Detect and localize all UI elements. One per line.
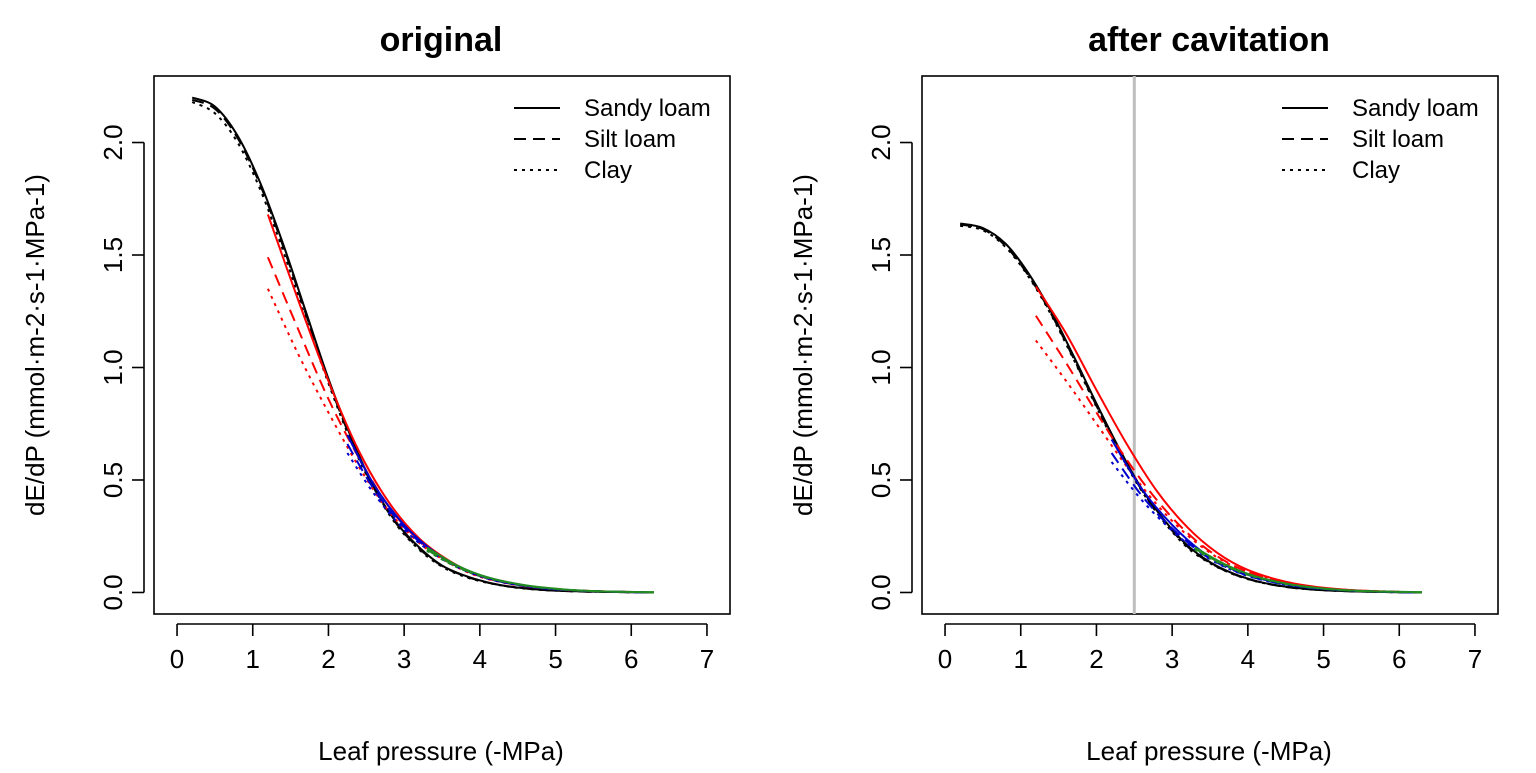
x-tick-label: 2 [321, 644, 335, 674]
x-tick-label: 6 [1392, 644, 1406, 674]
x-tick-label: 2 [1089, 644, 1103, 674]
series-line-clay [191, 101, 654, 594]
x-tick-label: 3 [397, 644, 411, 674]
series-line-clay [1194, 548, 1422, 594]
y-axis: 0.0 0.5 1.0 1.5 2.0 [866, 124, 913, 611]
x-tick-label: 3 [1165, 644, 1179, 674]
panel-original: original Leaf pressure (-MPa) dE/dP (mmo… [20, 21, 731, 766]
y-tick-label: 0.0 [98, 574, 128, 610]
x-axis: 0 1 2 3 4 5 6 7 [938, 623, 1482, 674]
series-group [191, 96, 654, 594]
x-tick-label: 5 [1316, 644, 1330, 674]
series-line-clay [1110, 461, 1415, 594]
series-line-sandy-loam [426, 546, 654, 594]
x-tick-label: 5 [548, 644, 562, 674]
panel-title: original [380, 21, 503, 59]
series-line-silt-loam [1035, 315, 1400, 593]
series-line-silt-loam [266, 256, 632, 594]
series-line-sandy-loam [1035, 285, 1400, 593]
x-tick-label: 0 [170, 644, 184, 674]
panel-after-cavitation: after cavitation Leaf pressure (-MPa) dE… [788, 21, 1499, 766]
legend-label: Sandy loam [1352, 95, 1479, 122]
series-line-clay [346, 452, 647, 594]
panel-title: after cavitation [1088, 21, 1330, 59]
series-group [959, 222, 1422, 594]
x-tick-label: 0 [938, 644, 952, 674]
y-tick-label: 2.0 [866, 124, 896, 160]
series-line-clay [266, 288, 632, 594]
y-tick-label: 1.5 [866, 237, 896, 273]
series-line-clay [426, 549, 654, 594]
series-line-sandy-loam [1110, 438, 1415, 594]
series-line-silt-loam [426, 548, 654, 594]
y-axis-label: dE/dP (mmol·m-2·s-1·MPa-1) [20, 174, 50, 516]
y-tick-label: 2.0 [98, 124, 128, 160]
series-line-silt-loam [1110, 452, 1415, 594]
legend-label: Clay [584, 157, 632, 184]
y-tick-label: 0.5 [98, 462, 128, 498]
x-tick-label: 7 [1468, 644, 1482, 674]
y-tick-label: 1.5 [98, 237, 128, 273]
legend-label: Silt loam [1352, 126, 1444, 153]
legend-label: Sandy loam [584, 95, 711, 122]
series-line-sandy-loam [266, 214, 632, 594]
y-tick-label: 0.0 [866, 574, 896, 610]
x-tick-label: 7 [700, 644, 714, 674]
y-tick-label: 0.5 [866, 462, 896, 498]
x-tick-label: 4 [473, 644, 487, 674]
legend: Sandy loam Silt loam Clay [1282, 95, 1479, 184]
x-tick-label: 4 [1241, 644, 1255, 674]
x-tick-label: 6 [624, 644, 638, 674]
x-axis: 0 1 2 3 4 5 6 7 [170, 623, 714, 674]
legend-label: Clay [1352, 157, 1400, 184]
plot-frame [921, 75, 1499, 615]
x-axis-label: Leaf pressure (-MPa) [318, 736, 564, 766]
x-axis-label: Leaf pressure (-MPa) [1086, 736, 1332, 766]
legend-label: Silt loam [584, 126, 676, 153]
y-tick-label: 1.0 [866, 349, 896, 385]
y-axis-label: dE/dP (mmol·m-2·s-1·MPa-1) [788, 174, 818, 516]
x-tick-label: 1 [246, 644, 260, 674]
y-tick-label: 1.0 [98, 349, 128, 385]
series-line-clay [1035, 339, 1400, 593]
legend: Sandy loam Silt loam Clay [514, 95, 711, 184]
y-axis: 0.0 0.5 1.0 1.5 2.0 [98, 124, 145, 611]
plot-frame [153, 75, 731, 615]
series-line-silt-loam [191, 98, 654, 594]
x-tick-label: 1 [1014, 644, 1028, 674]
